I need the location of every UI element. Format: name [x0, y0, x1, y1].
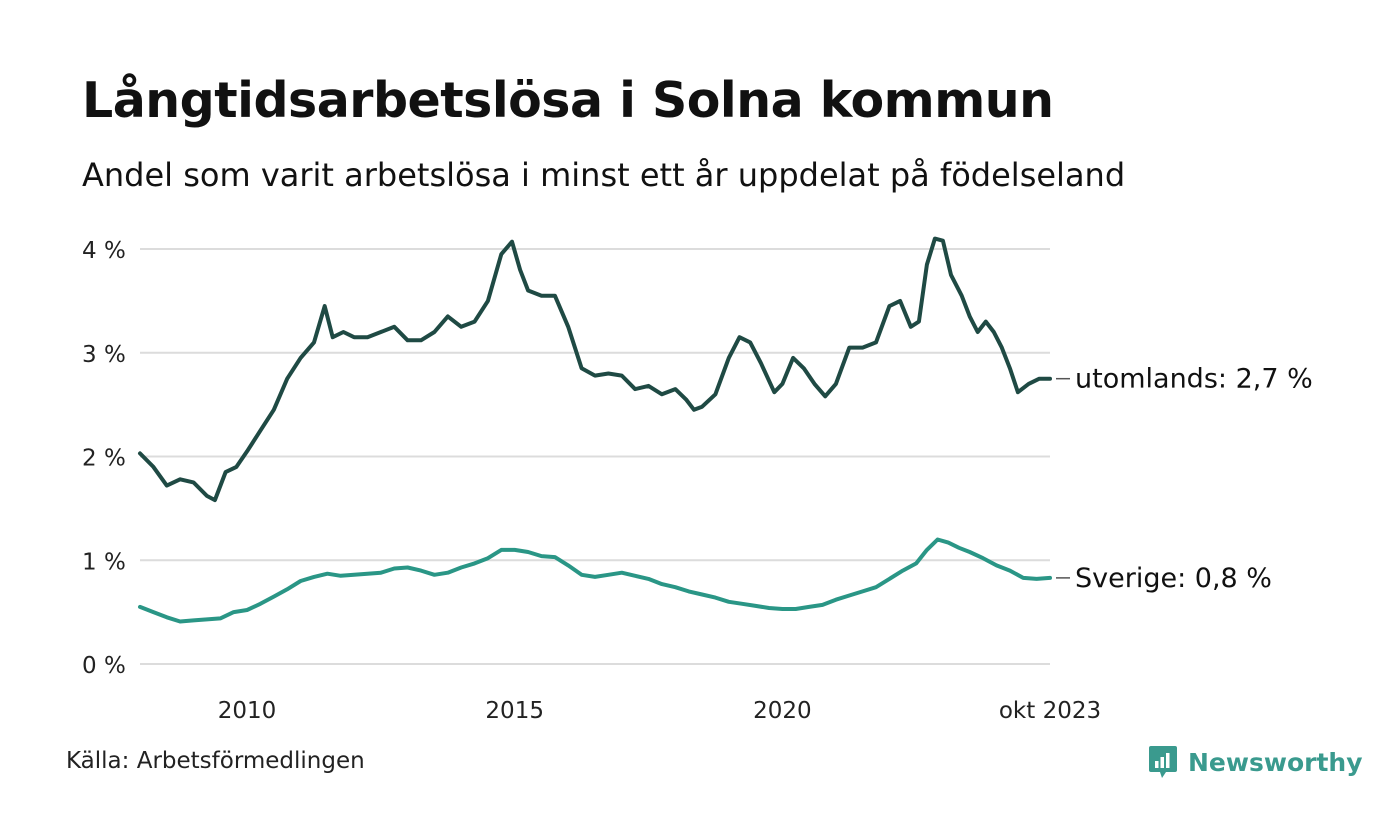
y-tick-label: 1 % — [82, 549, 126, 575]
y-tick-label: 4 % — [82, 238, 126, 264]
x-tick-label: 2020 — [753, 698, 812, 724]
brand-logo: Newsworthy — [1148, 744, 1363, 780]
y-tick-label: 2 % — [82, 446, 126, 472]
newsworthy-logo-icon — [1149, 746, 1177, 778]
y-tick-label: 0 % — [82, 653, 126, 679]
x-tick-label: 2015 — [485, 698, 544, 724]
chart-subtitle: Andel som varit arbetslösa i minst ett å… — [82, 156, 1126, 194]
source-note: Källa: Arbetsförmedlingen — [66, 748, 365, 774]
series-end-labels: utomlands: 2,7 % Sverige: 0,8 % — [1056, 364, 1313, 594]
series-end-label-utomlands: utomlands: 2,7 % — [1075, 364, 1313, 395]
y-tick-label: 3 % — [82, 342, 126, 368]
series-line-sverige — [138, 537, 1052, 624]
grid-layer — [140, 248, 1050, 665]
x-tick-label: okt 2023 — [999, 698, 1101, 724]
brand-name: Newsworthy — [1188, 747, 1363, 777]
y-axis-ticks: 0 % 1 % 2 % 3 % 4 % — [82, 238, 126, 679]
x-axis-ticks: 2010 2015 2020 okt 2023 — [218, 698, 1101, 724]
chart-title: Långtidsarbetslösa i Solna kommun — [82, 72, 1054, 129]
series-end-label-sverige: Sverige: 0,8 % — [1075, 563, 1272, 594]
series-line-utomlands — [138, 236, 1052, 503]
series-layer — [138, 236, 1052, 624]
x-tick-label: 2010 — [218, 698, 277, 724]
